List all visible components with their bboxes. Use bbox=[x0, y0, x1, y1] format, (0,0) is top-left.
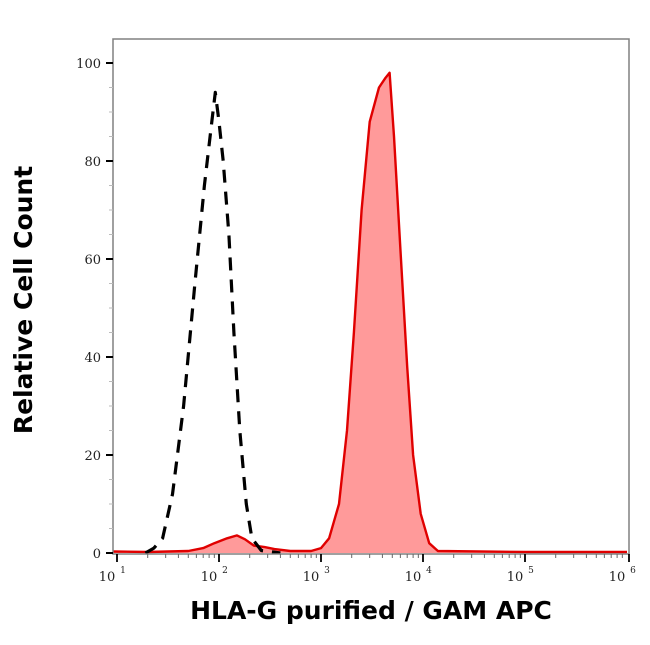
stained-histogram-line bbox=[112, 71, 627, 554]
y-tick-label: 60 bbox=[84, 253, 101, 268]
plot-area bbox=[112, 71, 627, 555]
control-histogram-line bbox=[144, 90, 281, 555]
x-tick-label: 10 bbox=[405, 570, 422, 585]
x-tick-exponent: 4 bbox=[426, 566, 432, 576]
y-axis-label: Relative Cell Count bbox=[9, 165, 38, 435]
x-tick-exponent: 6 bbox=[630, 566, 636, 576]
y-tick-label: 100 bbox=[76, 57, 101, 72]
x-tick-label: 10 bbox=[609, 570, 626, 585]
x-tick-label: 10 bbox=[201, 570, 218, 585]
x-tick-exponent: 5 bbox=[528, 566, 534, 576]
x-axis: 10 1 10 2 10 3 10 4 10 5 10 6 bbox=[99, 554, 636, 585]
y-tick-label: 40 bbox=[84, 351, 101, 366]
y-tick-label: 80 bbox=[84, 155, 101, 170]
histogram-fill bbox=[113, 72, 627, 554]
y-tick-label: 0 bbox=[93, 547, 101, 562]
x-tick-label: 10 bbox=[303, 570, 320, 585]
y-axis: 0 20 40 60 80 100 bbox=[76, 57, 113, 562]
x-tick-exponent: 3 bbox=[324, 566, 330, 576]
plot-frame bbox=[112, 38, 630, 555]
x-tick-label: 10 bbox=[99, 570, 116, 585]
y-tick-label: 20 bbox=[84, 449, 101, 464]
x-tick-exponent: 2 bbox=[222, 566, 228, 576]
x-tick-label: 10 bbox=[507, 570, 524, 585]
x-axis-label: HLA-G purified / GAM APC bbox=[190, 596, 552, 625]
x-tick-exponent: 1 bbox=[120, 566, 126, 576]
